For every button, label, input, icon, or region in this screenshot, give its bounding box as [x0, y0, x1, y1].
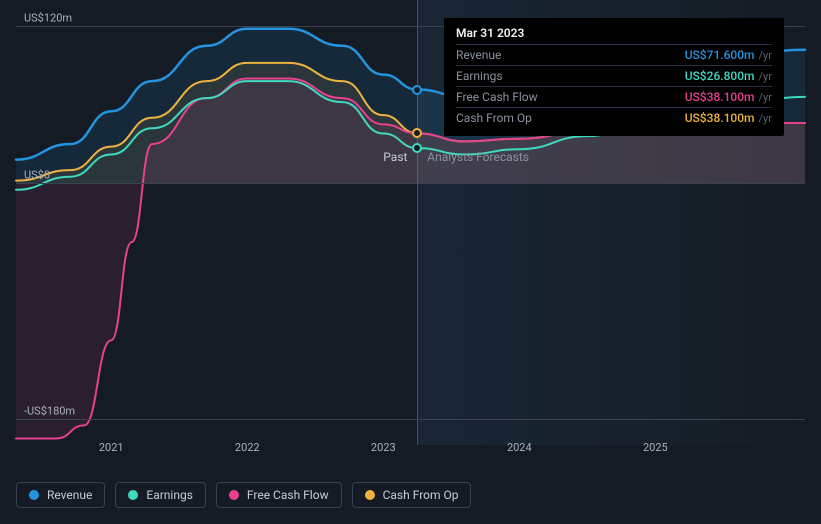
legend-swatch: [29, 490, 39, 500]
tooltip-row: Revenue US$71.600m/yr: [456, 44, 772, 65]
revenue-marker: [412, 85, 422, 95]
legend-item-revenue[interactable]: Revenue: [16, 482, 105, 508]
tooltip-value-wrap: US$71.600m/yr: [685, 48, 772, 62]
y-axis-label: US$120m: [24, 12, 72, 25]
x-axis-label: 2023: [371, 441, 396, 454]
tooltip-row: Cash From Op US$38.100m/yr: [456, 107, 772, 128]
tooltip-title: Mar 31 2023: [456, 26, 772, 40]
cash_from_op-marker: [412, 128, 422, 138]
legend-label: Revenue: [47, 488, 92, 502]
tooltip-value-wrap: US$38.100m/yr: [685, 90, 772, 104]
forecast-label: Analysts Forecasts: [427, 150, 529, 164]
tooltip-value: US$38.100m: [685, 90, 755, 104]
tooltip-key: Earnings: [456, 69, 503, 83]
tooltip-key: Cash From Op: [456, 111, 532, 125]
tooltip-value-wrap: US$38.100m/yr: [685, 111, 772, 125]
x-axis-label: 2021: [99, 441, 124, 454]
tooltip-value-wrap: US$26.800m/yr: [685, 69, 772, 83]
tooltip-unit: /yr: [759, 91, 772, 104]
tooltip-row: Earnings US$26.800m/yr: [456, 65, 772, 86]
gridline: [16, 183, 805, 184]
legend-label: Cash From Op: [383, 488, 459, 502]
chart-tooltip: Mar 31 2023 RevenueUS$71.600m/yrEarnings…: [444, 18, 784, 136]
y-axis-label: US$0: [24, 169, 50, 182]
past-label: Past: [383, 150, 407, 164]
legend-label: Earnings: [146, 488, 193, 502]
tooltip-value: US$71.600m: [685, 48, 755, 62]
tooltip-key: Revenue: [456, 48, 501, 62]
legend: Revenue Earnings Free Cash Flow Cash From O…: [16, 482, 471, 508]
tooltip-unit: /yr: [759, 112, 772, 125]
legend-item-earnings[interactable]: Earnings: [115, 482, 206, 508]
legend-swatch: [128, 490, 138, 500]
tooltip-value: US$38.100m: [685, 111, 755, 125]
tooltip-unit: /yr: [759, 70, 772, 83]
legend-label: Free Cash Flow: [247, 488, 329, 502]
y-axis-label: -US$180m: [24, 404, 75, 417]
tooltip-value: US$26.800m: [685, 69, 755, 83]
legend-item-cash_from_op[interactable]: Cash From Op: [352, 482, 472, 508]
tooltip-key: Free Cash Flow: [456, 90, 538, 104]
earnings-marker: [412, 143, 422, 153]
legend-item-free_cash_flow[interactable]: Free Cash Flow: [216, 482, 342, 508]
tooltip-row: Free Cash Flow US$38.100m/yr: [456, 86, 772, 107]
legend-swatch: [229, 490, 239, 500]
x-axis-label: 2024: [507, 441, 532, 454]
x-axis-label: 2022: [235, 441, 260, 454]
x-axis-label: 2025: [643, 441, 668, 454]
gridline: [16, 419, 805, 420]
legend-swatch: [365, 490, 375, 500]
tooltip-unit: /yr: [759, 49, 772, 62]
